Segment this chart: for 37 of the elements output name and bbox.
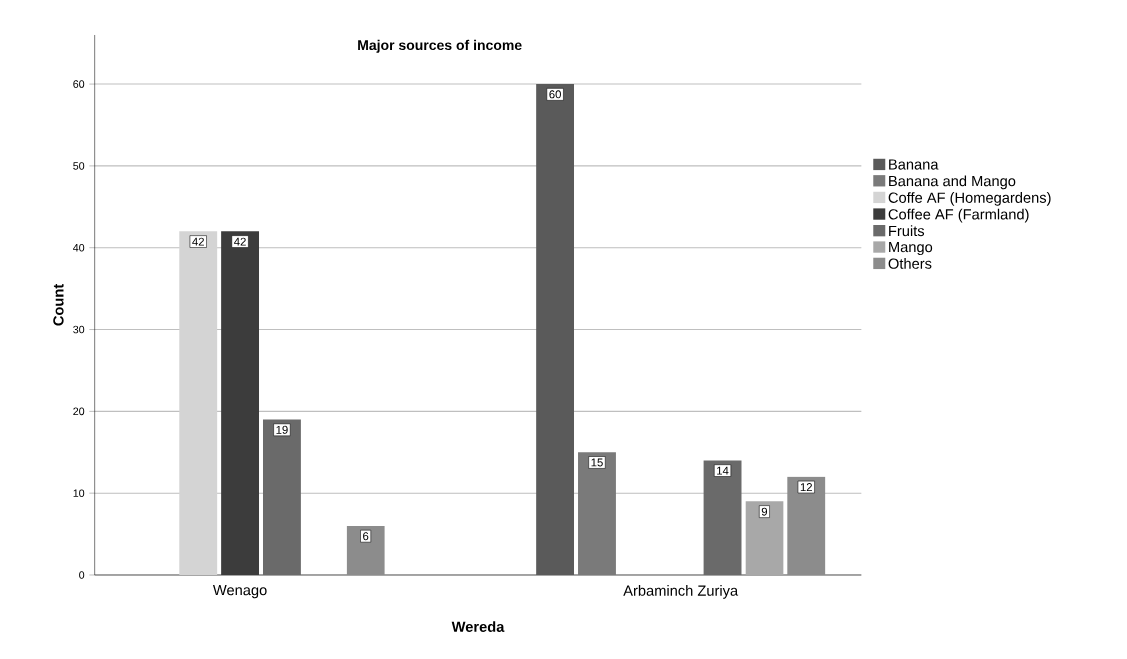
data-label: 6 bbox=[363, 532, 369, 541]
data-label: 60 bbox=[549, 90, 561, 99]
legend-label: Coffee AF (Farmland) bbox=[888, 208, 1029, 223]
bar bbox=[787, 476, 826, 575]
data-label: 15 bbox=[591, 458, 603, 467]
legend-label: Banana and Mango bbox=[889, 175, 1016, 190]
x-tick-label: Wenago bbox=[212, 585, 267, 599]
bar bbox=[536, 84, 575, 575]
x-axis-title: Wereda bbox=[451, 621, 505, 632]
bar bbox=[179, 231, 218, 575]
data-label: 42 bbox=[234, 237, 246, 246]
legend-label: Fruits bbox=[889, 225, 925, 237]
y-tick-label: 50 bbox=[73, 162, 85, 170]
bar bbox=[262, 419, 301, 575]
legend-label: Others bbox=[888, 258, 932, 269]
y-tick-label: 0 bbox=[79, 571, 85, 579]
legend-label: Coffe AF (Homegardens) bbox=[888, 192, 1051, 206]
y-tick-label: 40 bbox=[73, 243, 85, 252]
bar bbox=[703, 460, 742, 575]
bar bbox=[221, 231, 260, 575]
legend-label: Mango bbox=[889, 242, 933, 256]
y-axis-title: Count bbox=[53, 283, 64, 326]
bar bbox=[745, 501, 784, 575]
chart-title: Major sources of income bbox=[358, 39, 522, 53]
y-tick-label: 60 bbox=[73, 80, 85, 88]
x-tick-label: Arbaminch Zuriya bbox=[623, 585, 739, 599]
data-label: 42 bbox=[192, 237, 204, 246]
y-tick-label: 20 bbox=[73, 407, 85, 416]
data-label: 9 bbox=[761, 507, 768, 516]
legend-label: Banana bbox=[889, 159, 939, 170]
bar bbox=[346, 525, 385, 575]
y-tick-label: 30 bbox=[73, 325, 85, 334]
data-label: 14 bbox=[717, 466, 729, 475]
bar bbox=[578, 452, 616, 575]
data-label: 19 bbox=[276, 425, 288, 434]
data-label: 12 bbox=[800, 483, 812, 491]
y-tick-label: 10 bbox=[73, 489, 85, 497]
